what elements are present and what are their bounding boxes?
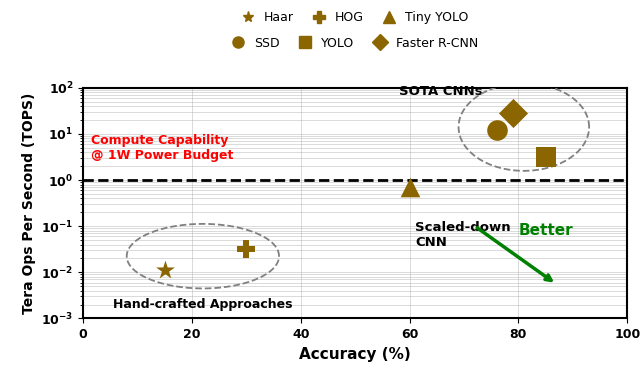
Point — [404, 184, 415, 190]
Text: Scaled-down
CNN: Scaled-down CNN — [415, 221, 511, 249]
Text: Hand-crafted Approaches: Hand-crafted Approaches — [113, 298, 292, 311]
Point — [540, 154, 550, 160]
X-axis label: Accuracy (%): Accuracy (%) — [300, 347, 411, 362]
Text: SOTA CNNs: SOTA CNNs — [399, 85, 483, 98]
Point — [508, 111, 518, 116]
Point — [241, 246, 252, 252]
Text: Compute Capability
@ 1W Power Budget: Compute Capability @ 1W Power Budget — [92, 134, 234, 162]
Point — [492, 127, 502, 133]
Legend: Haar, HOG, Tiny YOLO: Haar, HOG, Tiny YOLO — [230, 6, 474, 29]
Point — [160, 268, 170, 273]
Text: Better: Better — [518, 223, 573, 238]
Legend: SSD, YOLO, Faster R-CNN: SSD, YOLO, Faster R-CNN — [221, 32, 483, 55]
Y-axis label: Tera Ops Per Second (TOPS): Tera Ops Per Second (TOPS) — [22, 93, 36, 314]
